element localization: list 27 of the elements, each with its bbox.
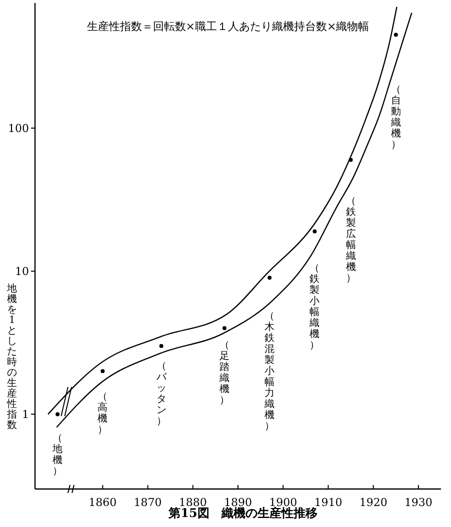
point xyxy=(268,276,272,280)
point xyxy=(56,412,60,416)
x-tick-label: 1910 xyxy=(314,496,342,509)
y-tick-label: 10 xyxy=(15,265,29,278)
point xyxy=(100,369,105,374)
point xyxy=(312,229,317,234)
point xyxy=(394,32,398,37)
annotation: 生産性指数＝回転数×職工１人あたり織機持台数×織物幅 xyxy=(86,20,370,33)
annotation: （鉄製小幅織機） xyxy=(308,262,320,351)
text: （木鉄混製小幅力織機） xyxy=(264,311,275,432)
y-tick-label: 1 xyxy=(22,408,29,422)
x-tick-label: 1880 xyxy=(178,496,207,509)
text: 第15図 織機の生産性推移 xyxy=(168,506,318,520)
text: 地機を1とした時の生産性指数 xyxy=(7,284,17,431)
x-tick-label: 1930 xyxy=(404,496,432,509)
x-tick-label: 1860 xyxy=(88,496,117,509)
y-tick-label: 100 xyxy=(8,122,29,136)
annotation: （地機） xyxy=(52,432,63,477)
point xyxy=(159,344,164,348)
annotation: （自動織機） xyxy=(390,84,401,151)
annotation: （鉄製広幅織機） xyxy=(344,196,356,284)
annotation: （足踏織機） xyxy=(218,340,230,406)
x-tick-label: 1920 xyxy=(359,496,388,509)
x-tick-label: 1870 xyxy=(134,496,162,509)
annotation: （高機） xyxy=(98,391,108,436)
point xyxy=(222,326,226,330)
annotation: （バッタン） xyxy=(155,360,168,427)
